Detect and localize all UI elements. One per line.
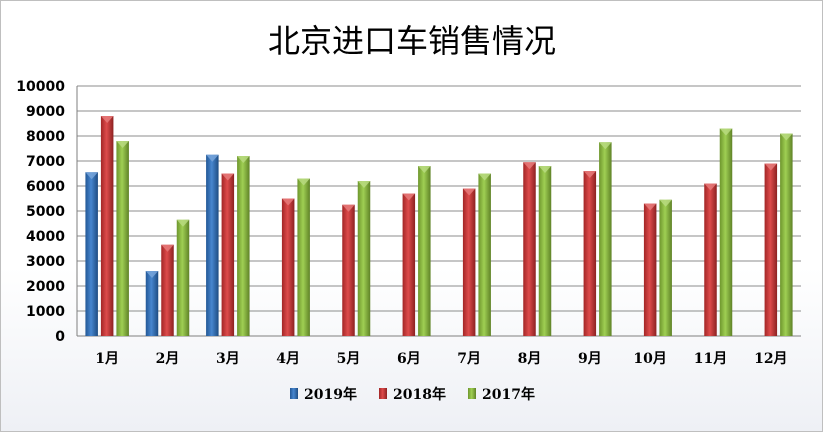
bar-cap — [161, 244, 174, 252]
legend: 2019年 2018年 2017年 — [290, 386, 535, 403]
bar-cap — [85, 172, 98, 180]
bar — [402, 193, 416, 336]
bar — [237, 156, 250, 336]
bar — [145, 271, 159, 336]
x-tick-label: 8月 — [518, 351, 542, 367]
x-tick-label: 9月 — [578, 351, 602, 367]
bar — [583, 171, 597, 336]
legend-label: 2018年 — [393, 386, 446, 403]
x-tick-label: 2月 — [156, 351, 180, 367]
x-tick-label: 3月 — [216, 351, 240, 367]
bar — [418, 166, 431, 336]
y-tick-label: 5000 — [26, 204, 65, 220]
bar — [206, 154, 219, 336]
bar — [161, 244, 174, 336]
bar-cap — [297, 178, 310, 186]
bar-cap — [357, 181, 371, 188]
y-tick-label: 2000 — [26, 279, 65, 295]
bar — [643, 203, 657, 336]
bar-cap — [116, 141, 129, 148]
legend-label: 2017年 — [482, 386, 535, 403]
bar-cap — [342, 204, 355, 212]
bar — [116, 141, 129, 336]
bar-cap — [523, 162, 536, 170]
bar — [478, 173, 491, 336]
bar-cap — [643, 203, 657, 211]
bar-cap — [659, 199, 672, 207]
bar-cap — [780, 133, 793, 141]
chart-title: 北京进口车销售情况 — [268, 22, 556, 60]
bar — [538, 166, 552, 336]
bar — [780, 133, 793, 336]
bar — [221, 173, 235, 336]
bar-cap — [281, 198, 295, 206]
bar — [357, 181, 371, 336]
y-tick-label: 3000 — [26, 254, 65, 270]
bar-cap — [478, 173, 491, 181]
x-tick-label: 1月 — [95, 351, 119, 367]
y-tick-label: 4000 — [26, 229, 65, 245]
bar-cap — [145, 271, 159, 278]
bar-cap — [418, 166, 431, 173]
bar — [599, 142, 612, 336]
legend-swatch — [290, 388, 298, 399]
bar-cap — [599, 142, 612, 150]
bar-cap — [764, 163, 778, 171]
bar — [764, 163, 778, 336]
y-tick-label: 1000 — [26, 304, 65, 320]
bar-cap — [462, 188, 476, 196]
x-tick-label: 7月 — [457, 351, 481, 367]
axes: 0 1000 2000 3000 4000 5000 6000 7000 8000 9000 100… — [16, 79, 801, 367]
x-tick-label: 11月 — [694, 351, 727, 367]
legend-swatch — [468, 388, 476, 399]
bar-cap — [538, 166, 552, 173]
x-tick-label: 12月 — [754, 351, 787, 367]
bar — [297, 178, 310, 336]
bar — [659, 199, 672, 336]
bar — [523, 162, 536, 336]
bar — [281, 198, 295, 336]
bar — [100, 116, 114, 336]
legend-label: 2019年 — [304, 386, 357, 403]
bar — [342, 204, 355, 336]
y-tick-label: 0 — [55, 329, 65, 345]
legend-swatch — [379, 388, 387, 399]
gridlines — [77, 85, 801, 337]
bar — [719, 128, 733, 336]
bar — [176, 219, 190, 336]
bar-cap — [176, 219, 190, 227]
y-tick-label: 6000 — [26, 179, 65, 195]
y-tick-label: 9000 — [26, 104, 65, 120]
bar-cap — [583, 171, 597, 178]
bar-cap — [704, 183, 717, 191]
bar-cap — [221, 173, 235, 181]
x-tick-label: 5月 — [337, 351, 361, 367]
y-tick-label: 10000 — [16, 79, 65, 95]
bar — [704, 183, 717, 336]
bar-cap — [719, 128, 733, 136]
x-tick-label: 4月 — [276, 351, 300, 367]
x-tick-label: 6月 — [397, 351, 421, 367]
bar — [462, 188, 476, 336]
bar-cap — [237, 156, 250, 163]
bar — [85, 172, 98, 336]
y-tick-label: 7000 — [26, 154, 65, 170]
bars — [85, 116, 793, 336]
bar-cap — [100, 116, 114, 123]
bar-cap — [402, 193, 416, 201]
x-tick-label: 10月 — [633, 351, 666, 367]
y-tick-label: 8000 — [26, 129, 65, 145]
bar-cap — [206, 154, 219, 162]
